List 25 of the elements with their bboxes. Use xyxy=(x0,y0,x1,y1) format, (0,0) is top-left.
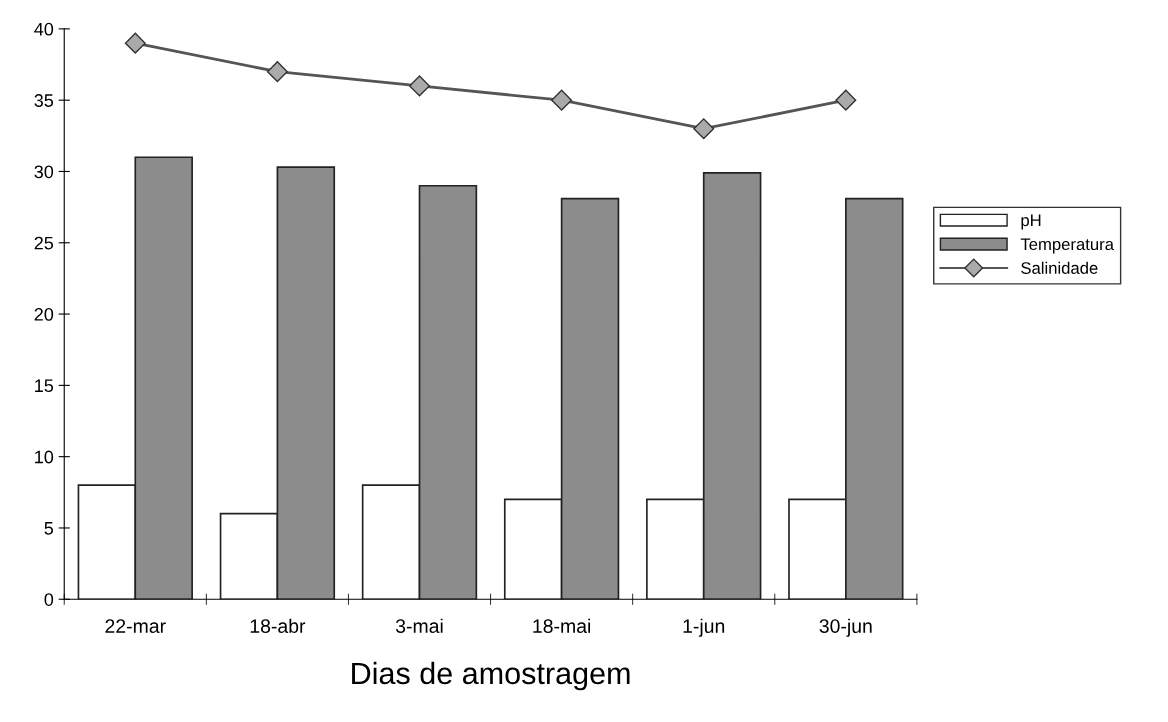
legend-label: Salinidade xyxy=(1021,261,1098,274)
point xyxy=(551,89,573,111)
point xyxy=(835,89,857,111)
legend-label: pH xyxy=(1021,214,1041,230)
x-axis-title: Dias de amostragem xyxy=(352,661,630,691)
x-tick-label: 1-jun xyxy=(683,618,725,637)
point xyxy=(408,75,431,97)
y-tick-label: 30 xyxy=(34,165,54,179)
y-tick-label: 0 xyxy=(44,593,54,606)
x-tick-label: 18-abr xyxy=(250,618,306,633)
x-tick-label: 30-jun xyxy=(819,618,872,637)
y-tick-label: 15 xyxy=(35,379,54,393)
point xyxy=(124,32,146,54)
point xyxy=(266,61,288,83)
y-tick-label: 40 xyxy=(34,22,54,36)
legend-label: Temperatura xyxy=(1020,238,1114,254)
y-tick-label: 35 xyxy=(34,94,54,107)
x-tick-label: 22-mar xyxy=(105,619,166,633)
x-tick-label: 3-mai xyxy=(395,618,443,633)
y-tick-label: 5 xyxy=(44,522,54,535)
x-tick-label: 18-mai xyxy=(533,618,591,633)
y-tick-label: 20 xyxy=(34,308,54,321)
y-tick-label: 10 xyxy=(35,450,54,464)
point xyxy=(693,118,715,140)
y-tick-label: 25 xyxy=(34,236,54,250)
